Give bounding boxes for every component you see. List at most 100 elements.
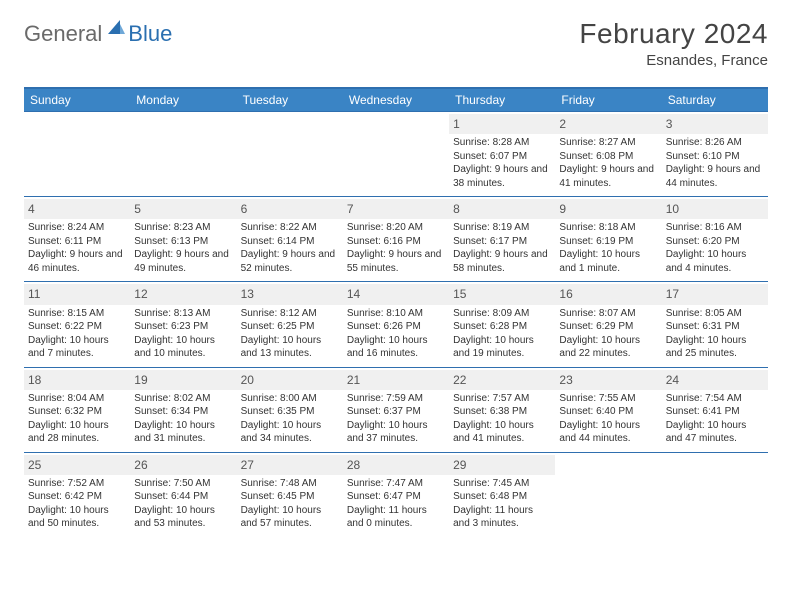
sunrise-line: Sunrise: 8:22 AM — [241, 221, 339, 235]
sunset-line: Sunset: 6:29 PM — [559, 320, 657, 334]
daylight-line: Daylight: 9 hours and 38 minutes. — [453, 163, 551, 190]
sunset-line: Sunset: 6:25 PM — [241, 320, 339, 334]
sunset-line: Sunset: 6:35 PM — [241, 405, 339, 419]
day-number: 21 — [343, 370, 449, 390]
day-cell: 15 Sunrise: 8:09 AMSunset: 6:28 PMDayligh… — [449, 282, 555, 366]
sail-icon — [106, 18, 126, 41]
day-cell: 8Sunrise: 8:19 AMSunset: 6:17 PMDaylight… — [449, 197, 555, 281]
daylight-line: Daylight: 9 hours and 52 minutes. — [241, 248, 339, 275]
day-cell: 7Sunrise: 8:20 AMSunset: 6:16 PMDaylight… — [343, 197, 449, 281]
sunset-line: Sunset: 6:13 PM — [134, 235, 232, 249]
week-row: 11Sunrise: 8:15 AMSunset: 6:22 PMDayligh… — [24, 281, 768, 366]
sunrise-line: Sunrise: 7:57 AM — [453, 392, 551, 406]
sunrise-line: Sunrise: 8:12 AM — [241, 307, 339, 321]
header: General Blue February 2024 Esnandes, Fra… — [24, 18, 768, 69]
day-number: 15 — [449, 284, 555, 304]
day-number: 13 — [237, 284, 343, 304]
day-cell: 6Sunrise: 8:22 AMSunset: 6:14 PMDaylight… — [237, 197, 343, 281]
daylight-line: Daylight: 10 hours and 7 minutes. — [28, 334, 126, 361]
sunrise-line: Sunrise: 7:52 AM — [28, 477, 126, 491]
day-number: 25 — [24, 455, 130, 475]
day-number: 17 — [662, 284, 768, 304]
sunrise-line: Sunrise: 7:48 AM — [241, 477, 339, 491]
day-cell: 17Sunrise: 8:05 AMSunset: 6:31 PMDayligh… — [662, 282, 768, 366]
sunrise-line: Sunrise: 8:16 AM — [666, 221, 764, 235]
day-cell: 23Sunrise: 7:55 AMSunset: 6:40 PMDayligh… — [555, 368, 661, 452]
sunset-line: Sunset: 6:48 PM — [453, 490, 551, 504]
daylight-line: Daylight: 9 hours and 41 minutes. — [559, 163, 657, 190]
location: Esnandes, France — [579, 52, 768, 69]
day-number: 28 — [343, 455, 449, 475]
day-number: 10 — [662, 199, 768, 219]
day-cell: 26Sunrise: 7:50 AMSunset: 6:44 PMDayligh… — [130, 453, 236, 537]
daylight-line: Daylight: 9 hours and 46 minutes. — [28, 248, 126, 275]
daylight-line: Daylight: 10 hours and 44 minutes. — [559, 419, 657, 446]
day-number: 29 — [449, 455, 555, 475]
sunrise-line: Sunrise: 8:27 AM — [559, 136, 657, 150]
title-block: February 2024 Esnandes, France — [579, 18, 768, 69]
day-number: 19 — [130, 370, 236, 390]
sunset-line: Sunset: 6:47 PM — [347, 490, 445, 504]
daylight-line: Daylight: 10 hours and 50 minutes. — [28, 504, 126, 531]
day-number: 23 — [555, 370, 661, 390]
sunset-line: Sunset: 6:28 PM — [453, 320, 551, 334]
day-number: 20 — [237, 370, 343, 390]
day-cell: 3Sunrise: 8:26 AMSunset: 6:10 PMDaylight… — [662, 112, 768, 196]
sunset-line: Sunset: 6:38 PM — [453, 405, 551, 419]
day-number: 1 — [449, 114, 555, 134]
day-number: 3 — [662, 114, 768, 134]
day-cell — [237, 112, 343, 196]
sunset-line: Sunset: 6:19 PM — [559, 235, 657, 249]
day-number: 26 — [130, 455, 236, 475]
daylight-line: Daylight: 10 hours and 19 minutes. — [453, 334, 551, 361]
sunrise-line: Sunrise: 7:54 AM — [666, 392, 764, 406]
day-cell: 14Sunrise: 8:10 AMSunset: 6:26 PMDayligh… — [343, 282, 449, 366]
daylight-line: Daylight: 10 hours and 1 minute. — [559, 248, 657, 275]
sunset-line: Sunset: 6:32 PM — [28, 405, 126, 419]
day-number: 5 — [130, 199, 236, 219]
daylight-line: Daylight: 11 hours and 3 minutes. — [453, 504, 551, 531]
sunrise-line: Sunrise: 8:10 AM — [347, 307, 445, 321]
sunrise-line: Sunrise: 8:26 AM — [666, 136, 764, 150]
logo: General Blue — [24, 18, 172, 49]
week-row: 1Sunrise: 8:28 AMSunset: 6:07 PMDaylight… — [24, 111, 768, 196]
day-number: 2 — [555, 114, 661, 134]
sunrise-line: Sunrise: 7:55 AM — [559, 392, 657, 406]
sunset-line: Sunset: 6:11 PM — [28, 235, 126, 249]
day-cell: 12Sunrise: 8:13 AMSunset: 6:23 PMDayligh… — [130, 282, 236, 366]
sunrise-line: Sunrise: 8:09 AM — [453, 307, 551, 321]
sunrise-line: Sunrise: 7:50 AM — [134, 477, 232, 491]
dow-cell: Saturday — [662, 89, 768, 111]
sunrise-line: Sunrise: 8:05 AM — [666, 307, 764, 321]
daylight-line: Daylight: 9 hours and 44 minutes. — [666, 163, 764, 190]
sunrise-line: Sunrise: 8:02 AM — [134, 392, 232, 406]
daylight-line: Daylight: 10 hours and 22 minutes. — [559, 334, 657, 361]
sunset-line: Sunset: 6:41 PM — [666, 405, 764, 419]
sunset-line: Sunset: 6:07 PM — [453, 150, 551, 164]
daylight-line: Daylight: 10 hours and 13 minutes. — [241, 334, 339, 361]
day-number: 12 — [130, 284, 236, 304]
day-cell: 10Sunrise: 8:16 AMSunset: 6:20 PMDayligh… — [662, 197, 768, 281]
day-number: 24 — [662, 370, 768, 390]
sunset-line: Sunset: 6:37 PM — [347, 405, 445, 419]
daylight-line: Daylight: 11 hours and 0 minutes. — [347, 504, 445, 531]
sunrise-line: Sunrise: 8:18 AM — [559, 221, 657, 235]
logo-text-general: General — [24, 21, 102, 47]
sunrise-line: Sunrise: 7:59 AM — [347, 392, 445, 406]
sunrise-line: Sunrise: 8:19 AM — [453, 221, 551, 235]
sunset-line: Sunset: 6:22 PM — [28, 320, 126, 334]
sunset-line: Sunset: 6:44 PM — [134, 490, 232, 504]
day-cell — [555, 453, 661, 537]
day-cell: 11Sunrise: 8:15 AMSunset: 6:22 PMDayligh… — [24, 282, 130, 366]
daylight-line: Daylight: 10 hours and 16 minutes. — [347, 334, 445, 361]
sunrise-line: Sunrise: 8:28 AM — [453, 136, 551, 150]
daylight-line: Daylight: 10 hours and 25 minutes. — [666, 334, 764, 361]
logo-text-blue: Blue — [128, 21, 172, 47]
day-number: 18 — [24, 370, 130, 390]
day-cell — [343, 112, 449, 196]
daylight-line: Daylight: 9 hours and 55 minutes. — [347, 248, 445, 275]
week-row: 4Sunrise: 8:24 AMSunset: 6:11 PMDaylight… — [24, 196, 768, 281]
day-cell: 5Sunrise: 8:23 AMSunset: 6:13 PMDaylight… — [130, 197, 236, 281]
day-number: 11 — [24, 284, 130, 304]
daylight-line: Daylight: 10 hours and 31 minutes. — [134, 419, 232, 446]
